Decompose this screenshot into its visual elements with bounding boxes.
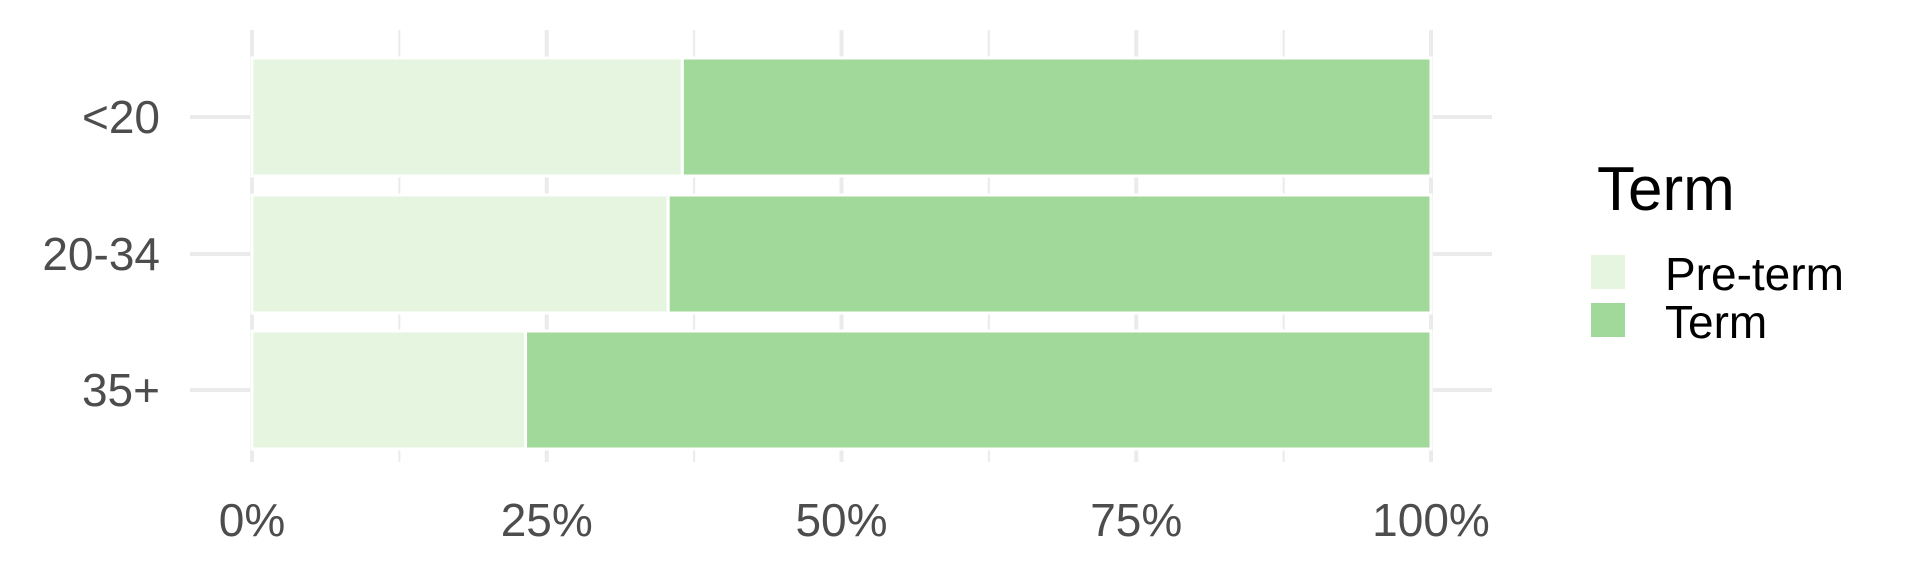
bar-term-2: [524, 329, 1433, 451]
y-tick-label: 35+: [82, 364, 160, 416]
bar-term-0: [680, 56, 1433, 178]
legend-label-term: Term: [1665, 296, 1767, 348]
bar-term-1: [666, 193, 1433, 315]
x-tick-label: 25%: [501, 494, 593, 546]
x-tick-label: 75%: [1090, 494, 1182, 546]
x-axis: 0% 25% 50% 75% 100%: [219, 494, 1490, 546]
x-tick-label: 0%: [219, 494, 285, 546]
bar-pre-term-1: [250, 193, 670, 315]
bar-pre-term-0: [250, 56, 684, 178]
bars: [250, 56, 1433, 451]
y-tick-label: 20-34: [42, 228, 160, 280]
x-tick-label: 100%: [1372, 494, 1490, 546]
legend-key-pre-term: [1591, 255, 1625, 289]
y-tick-label: <20: [82, 91, 160, 143]
bar-pre-term-2: [250, 329, 528, 451]
y-axis: <20 20-34 35+: [42, 91, 160, 416]
legend-title: Term: [1597, 155, 1735, 224]
legend-label-pre-term: Pre-term: [1665, 248, 1844, 300]
legend-key-term: [1591, 303, 1625, 337]
x-tick-label: 50%: [795, 494, 887, 546]
